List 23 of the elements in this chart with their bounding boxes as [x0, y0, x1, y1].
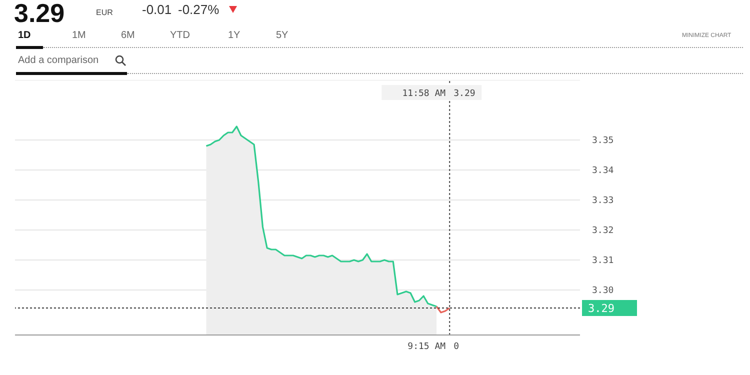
y-tick-label: 3.35	[592, 136, 614, 146]
text: 0	[454, 342, 460, 352]
y-tick-label: 3.33	[592, 196, 614, 206]
text: Add a comparison	[18, 55, 99, 66]
y-tick-label: 3.31	[592, 256, 614, 266]
text: -0.27%	[178, 2, 220, 17]
chart-subtitle: EUR	[96, 8, 113, 17]
y-tick-label: 3.34	[592, 166, 614, 176]
text: 3.29	[14, 0, 65, 28]
text: 5Y	[276, 30, 288, 41]
text: -0.01	[142, 2, 172, 17]
line-series	[436, 306, 450, 314]
y-tick-label: 3.32	[592, 226, 614, 236]
text: 1Y	[228, 30, 240, 41]
ref-line-label: 3.29	[588, 302, 614, 315]
text: YTD	[170, 30, 190, 41]
annotation: 11:58 AM	[402, 89, 446, 99]
y-tick-label: 3.30	[592, 286, 614, 296]
text: 6M	[121, 30, 135, 41]
text: 9:15 AM	[408, 342, 446, 352]
text: 1D	[18, 30, 31, 41]
text: 1M	[72, 30, 86, 41]
text: 3.29	[454, 89, 476, 99]
